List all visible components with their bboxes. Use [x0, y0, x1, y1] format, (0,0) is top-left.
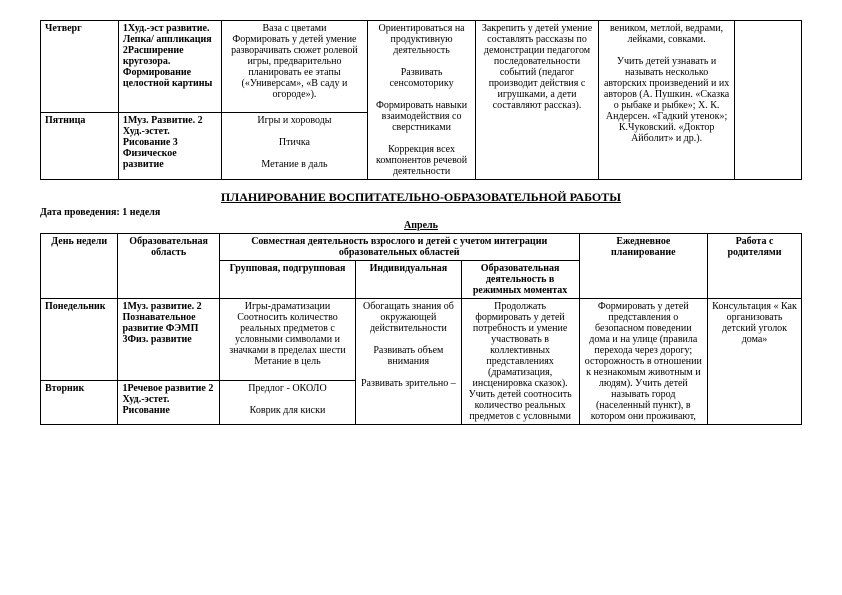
indiv-cell: Ориентироваться на продуктивную деятельн…: [368, 21, 476, 180]
col-indiv: Индивидуальная: [356, 261, 461, 299]
day-cell: Четверг: [41, 21, 119, 113]
schedule-table-1: Четверг 1Худ.-эст развитие. Лепка/ аппли…: [40, 20, 802, 180]
month-label: Апрель: [40, 220, 802, 231]
regime-cell: Продолжать формировать у детей потребнос…: [461, 299, 579, 425]
regime-cell: Закрепить у детей умение составлять расс…: [476, 21, 599, 180]
group-cell: Ваза с цветами Формировать у детей умени…: [221, 21, 367, 113]
group-cell: Игры-драматизации Соотносить количество …: [219, 299, 355, 381]
area-cell: 1Худ.-эст развитие. Лепка/ аппликация 2Р…: [118, 21, 221, 113]
parents-cell: [735, 21, 802, 180]
area-cell: 1Речевое развитие 2 Худ.-эстет. Рисовани…: [118, 381, 219, 425]
day-cell: Понедельник: [41, 299, 118, 381]
col-group: Групповая, подгрупповая: [219, 261, 355, 299]
area-cell: 1Муз. развитие. 2 Познавательное развити…: [118, 299, 219, 381]
day-cell: Вторник: [41, 381, 118, 425]
page-title: ПЛАНИРОВАНИЕ ВОСПИТАТЕЛЬНО-ОБРАЗОВАТЕЛЬН…: [40, 190, 802, 205]
day-cell: Пятница: [41, 112, 119, 179]
area-cell: 1Муз. Развитие. 2 Худ.-эстет. Рисование …: [118, 112, 221, 179]
col-daily: Ежедневное планирование: [579, 234, 707, 299]
schedule-table-2: День недели Образовательная область Совм…: [40, 233, 802, 425]
group-cell: Игры и хороводы Птичка Метание в даль: [221, 112, 367, 179]
col-regime: Образовательная деятельность в режимных …: [461, 261, 579, 299]
daily-cell: веником, метлой, ведрами, лейками, совка…: [598, 21, 734, 180]
col-sovmest: Совместная деятельность взрослого и дете…: [219, 234, 579, 261]
date-label: Дата проведения: 1 неделя: [40, 207, 802, 218]
indiv-cell: Обогащать знания об окружающей действите…: [356, 299, 461, 425]
group-cell: Предлог - ОКОЛО Коврик для киски: [219, 381, 355, 425]
daily-cell: Формировать у детей представления о безо…: [579, 299, 707, 425]
col-area: Образовательная область: [118, 234, 219, 299]
col-parents: Работа с родителями: [708, 234, 802, 299]
col-day: День недели: [41, 234, 118, 299]
parents-cell: Консультация « Как организовать детский …: [708, 299, 802, 425]
